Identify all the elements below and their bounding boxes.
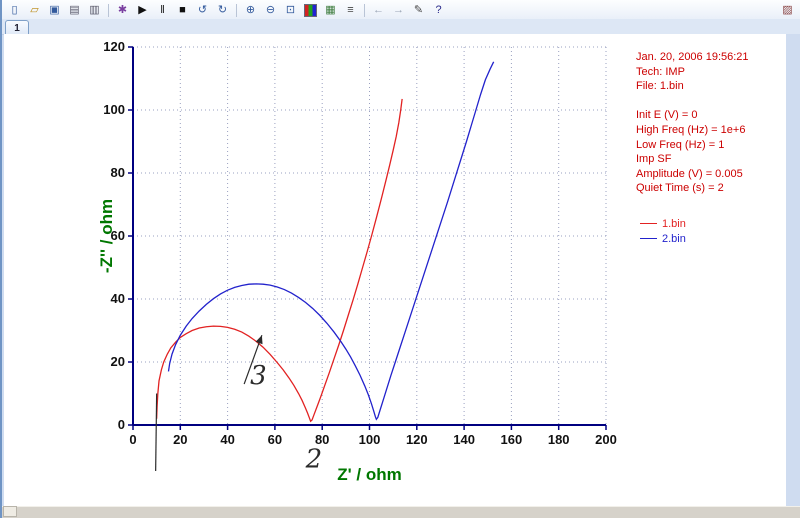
tab-1[interactable]: 1 (5, 20, 29, 35)
status-bar (2, 506, 800, 518)
grid-icon[interactable]: ▦ (325, 4, 336, 16)
print-icon[interactable]: ▤ (69, 4, 80, 16)
save-icon[interactable]: ▣ (49, 4, 60, 16)
svg-text:3: 3 (250, 361, 267, 391)
svg-text:120: 120 (406, 432, 428, 447)
zoom-out-icon[interactable]: ⊖ (265, 4, 276, 16)
resize-grip (3, 506, 17, 517)
info-panel: Jan. 20, 2006 19:56:21 Tech: IMP File: 1… (636, 50, 786, 196)
x-axis-label: Z' / ohm (337, 465, 402, 484)
toolbar-separator (236, 4, 237, 17)
svg-text:2: 2 (305, 445, 323, 475)
info-line-file: File: 1.bin (636, 80, 684, 93)
svg-text:160: 160 (501, 432, 523, 447)
svg-text:20: 20 (173, 432, 187, 447)
svg-text:100: 100 (103, 102, 125, 117)
help-icon[interactable]: ? (435, 4, 442, 16)
plot-canvas: 0 20 40 60 80 100 120 140 160 180 200 0 20 40 60 80 100 1… (4, 34, 786, 507)
right-border-strip (786, 34, 800, 507)
info-line-low-freq: Low Freq (Hz) = 1 (636, 138, 725, 151)
legend-item-1bin: 1.bin (640, 216, 686, 231)
legend: 1.bin 2.bin (640, 216, 686, 246)
nyquist-chart: 0 20 40 60 80 100 120 140 160 180 200 0 20 40 60 80 100 1… (103, 39, 617, 475)
legend-label-2bin: 2.bin (662, 232, 686, 245)
legend-swatch-red (640, 223, 657, 224)
legend-item-2bin: 2.bin (640, 231, 686, 246)
y-axis-label: -Z'' / ohm (97, 198, 116, 274)
pause-icon[interactable]: ‖ (160, 4, 165, 16)
tab-strip: 1 (2, 19, 800, 35)
legend-swatch-blue (640, 238, 657, 239)
info-line-high-freq: High Freq (Hz) = 1e+6 (636, 123, 746, 136)
info-line-datetime: Jan. 20, 2006 19:56:21 (636, 51, 749, 63)
overlay-colors-icon[interactable] (301, 2, 320, 20)
prev-icon[interactable]: ← (373, 4, 384, 16)
svg-text:60: 60 (111, 228, 125, 243)
stop-icon[interactable]: ■ (179, 4, 186, 16)
info-line-init-e: Init E (V) = 0 (636, 109, 698, 122)
info-line-imp-sf: Imp SF (636, 153, 672, 166)
info-line-amplitude: Amplitude (V) = 0.005 (636, 167, 743, 180)
svg-text:0: 0 (129, 432, 136, 447)
svg-text:180: 180 (548, 432, 570, 447)
repeat-icon[interactable]: ↻ (217, 4, 228, 16)
toolbar-separator (108, 4, 109, 17)
new-icon[interactable]: ▯ (11, 4, 18, 16)
svg-text:20: 20 (111, 354, 125, 369)
svg-text:80: 80 (315, 432, 329, 447)
svg-text:140: 140 (453, 432, 475, 447)
svg-text:40: 40 (111, 291, 125, 306)
run-icon[interactable]: ▶ (138, 4, 147, 16)
svg-text:60: 60 (268, 432, 282, 447)
svg-text:100: 100 (359, 432, 381, 447)
copy-icon[interactable]: ▥ (89, 4, 100, 16)
setup-icon[interactable]: ✱ (117, 4, 128, 16)
info-line-quiet-time: Quiet Time (s) = 2 (636, 182, 724, 195)
reverse-icon[interactable]: ↺ (197, 4, 208, 16)
info-line-tech: Tech: IMP (636, 65, 685, 78)
next-icon[interactable]: → (393, 4, 404, 16)
zoom-in-icon[interactable]: ⊕ (245, 4, 256, 16)
panel-icon[interactable]: ▨ (782, 4, 793, 16)
svg-text:200: 200 (595, 432, 617, 447)
zoom-window-icon[interactable]: ⊡ (285, 4, 296, 16)
annotate-icon[interactable]: ✎ (413, 4, 424, 16)
svg-text:40: 40 (220, 432, 234, 447)
open-icon[interactable]: ▱ (30, 4, 39, 16)
legend-label-1bin: 1.bin (662, 217, 686, 230)
info-line-blank (636, 94, 786, 109)
data-list-icon[interactable]: ≡ (347, 4, 354, 16)
svg-text:120: 120 (103, 39, 125, 54)
rgb-bars-glyph (304, 4, 317, 17)
svg-text:0: 0 (118, 417, 125, 432)
toolbar-separator (364, 4, 365, 17)
svg-text:80: 80 (111, 165, 125, 180)
